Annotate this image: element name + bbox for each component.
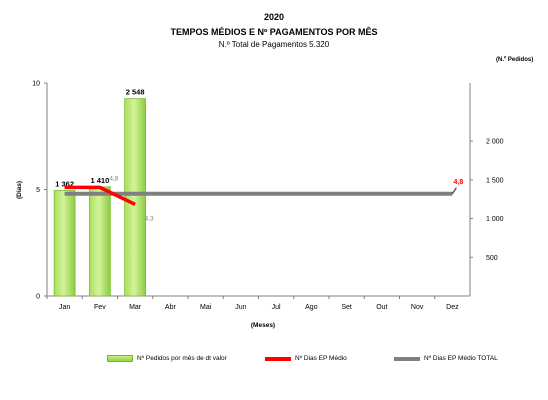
line-data-label: 4,3 bbox=[145, 215, 154, 222]
legend-swatch-red-line bbox=[265, 356, 291, 361]
x-tick-label: Jul bbox=[272, 304, 281, 311]
right-tick-label: 1 500 bbox=[486, 177, 504, 184]
x-tick-label: Abr bbox=[165, 304, 177, 311]
x-tick-label: Fev bbox=[94, 304, 106, 311]
x-tick-label: Jan bbox=[59, 304, 70, 311]
x-tick-label: Set bbox=[341, 304, 352, 311]
bar-Mar bbox=[124, 98, 147, 297]
legend-label-ep-medio: Nº Dias EP Médio bbox=[295, 355, 347, 362]
legend-item-pedidos: Nº Pedidos por mês de dt valor bbox=[107, 355, 227, 362]
chart-year: 2020 bbox=[263, 12, 285, 22]
legend-item-ep-medio: Nº Dias EP Médio bbox=[265, 355, 347, 362]
chart-title: TEMPOS MÉDIOS E Nº PAGAMENTOS POR MÊS bbox=[170, 27, 378, 37]
x-tick-label: Mai bbox=[200, 304, 212, 311]
y-axis-title-left: (Dias) bbox=[16, 181, 23, 199]
line-ep-medio bbox=[64, 185, 136, 206]
legend-item-ep-total: Nº Dias EP Médio TOTAL bbox=[394, 355, 498, 362]
chart-subtitle: N.º Total de Pagamentos 5.320 bbox=[218, 40, 330, 49]
left-tick-label: 0 bbox=[36, 294, 40, 301]
x-tick-label: Dez bbox=[446, 304, 459, 311]
x-tick-label: Nov bbox=[411, 304, 424, 311]
left-tick-label: 5 bbox=[36, 187, 40, 194]
legend-label-ep-total: Nº Dias EP Médio TOTAL bbox=[424, 355, 498, 362]
x-axis-title: (Meses) bbox=[251, 322, 275, 329]
legend-swatch-bar bbox=[107, 355, 133, 362]
legend-swatch-grey-line bbox=[394, 356, 420, 361]
left-tick-label: 10 bbox=[32, 81, 40, 88]
bar-data-label: 2 548 bbox=[126, 88, 145, 97]
x-tick-label: Ago bbox=[305, 304, 318, 311]
end-leader-line bbox=[451, 187, 457, 195]
bar-Jan bbox=[53, 190, 76, 297]
bar-Fev bbox=[88, 186, 111, 297]
end-data-label: 4,8 bbox=[454, 179, 464, 186]
x-tick-label: Jun bbox=[235, 304, 246, 311]
bar-data-label: 1 362 bbox=[55, 180, 74, 189]
right-tick-label: 2 000 bbox=[486, 139, 504, 146]
right-tick-label: 500 bbox=[486, 255, 498, 262]
legend-label-pedidos: Nº Pedidos por mês de dt valor bbox=[137, 355, 227, 362]
x-tick-label: Out bbox=[376, 304, 387, 311]
line-data-label: 4,8 bbox=[109, 175, 118, 182]
y-axis-title-right: (N.º Pedidos) bbox=[496, 57, 533, 63]
x-tick-label: Mar bbox=[129, 304, 142, 311]
right-tick-label: 1 000 bbox=[486, 216, 504, 223]
bar-data-label: 1 410 bbox=[90, 176, 109, 185]
